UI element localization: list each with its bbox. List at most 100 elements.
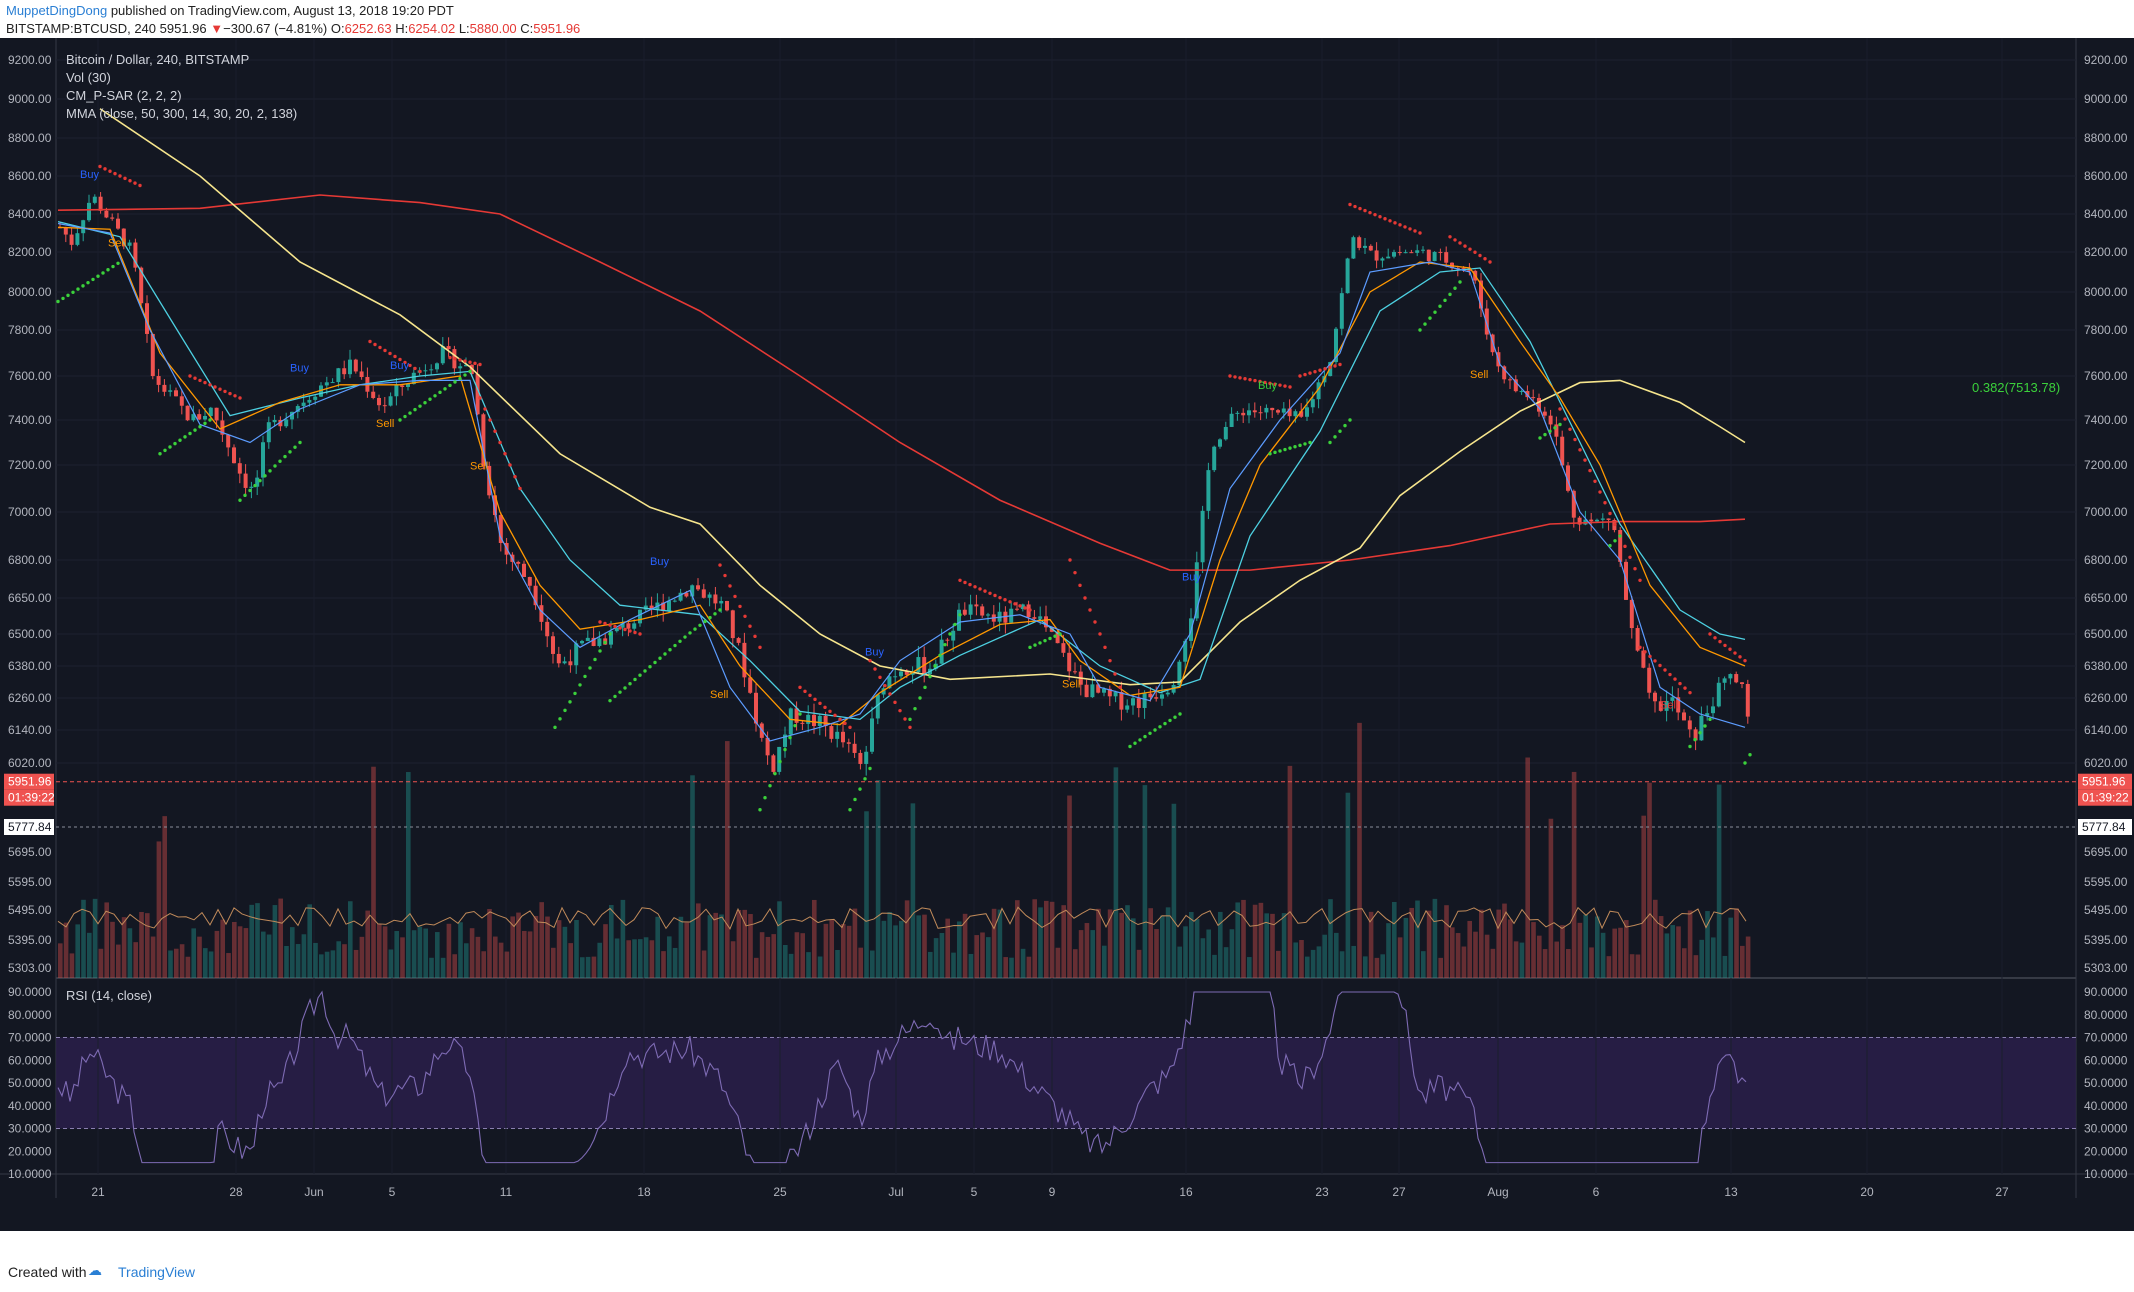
psar-dot [1038,641,1042,645]
candle-body [707,594,712,598]
chart-svg[interactable]: 9200.00 9200.00 9000.00 9000.00 8800.00 8800.… [0,38,2134,1231]
candle-body [174,390,178,397]
psar-dot [1288,385,1292,389]
rsi-axis-label-left: 50.0000 [8,1076,52,1090]
volume-bar [1049,901,1055,978]
candle-body [121,228,126,246]
psar-dot [658,656,662,660]
volume-bar [1386,923,1391,978]
psar-dot [1018,604,1022,608]
candle-body [1421,249,1425,251]
candle-body [1531,397,1536,399]
psar-dot [1263,380,1267,385]
psar-dot [238,396,242,400]
volume-bar [794,932,800,978]
psar-dot [1108,658,1112,663]
candle-body [1479,280,1483,309]
volume-bar [1664,933,1670,978]
volume-bar [1600,932,1606,978]
candle-body [1131,698,1135,706]
candle-body [116,218,120,229]
psar-dot [688,631,692,635]
psar-dot [1368,210,1372,215]
signal-label-buy: Buy [390,360,409,372]
volume-bar [481,951,486,978]
psar-dot [408,411,412,415]
psar-dot [618,626,622,630]
close-label: C: [520,21,534,36]
psar-dot [1663,668,1667,672]
volume-bar [185,956,191,978]
psar-dot [1283,447,1287,452]
rsi-axis-label-right: 80.0000 [2084,1008,2128,1022]
volume-bar [713,912,718,978]
candle-body [162,384,167,392]
candle-body [1067,652,1072,672]
volume-bar [1542,949,1548,978]
volume-bar [1705,911,1710,978]
author-link[interactable]: MuppetDingDong [6,3,108,18]
candle-body [313,396,318,400]
psar-dot [168,445,172,449]
psar-dot [643,669,647,673]
candle-body [591,637,596,647]
psar-dot [448,355,452,360]
tradingview-link[interactable]: TradingView [118,1264,196,1280]
psar-dot [178,438,182,442]
psar-dot [1718,639,1722,644]
psar-dot [653,660,657,665]
last-price: 5951.96 [159,21,207,36]
volume-bar [1531,922,1536,978]
volume-bar [1032,899,1037,978]
volume-bar [1270,913,1275,978]
volume-bar [446,923,452,978]
psar-dot [1743,658,1747,663]
volume-bar [707,915,713,978]
candle-body [1711,706,1715,714]
chart-canvas[interactable]: 9200.00 9200.00 9000.00 9000.00 8800.00 8800.… [0,38,2134,1231]
psar-dot [1593,479,1597,484]
volume-bar [1502,903,1507,978]
signal-label-buy: Buy [865,646,884,658]
candle-body [249,486,254,488]
current-price-tag-left: 5951.96 [8,775,52,789]
candle-body [104,210,109,218]
volume-bar [469,928,475,978]
volume-bar [568,943,573,978]
volume-bar [899,920,904,978]
psar-dot [198,378,202,383]
psar-dot [1258,379,1262,384]
volume-bar [1635,954,1641,978]
psar-dot [86,280,90,285]
psar-dot [763,796,767,800]
candle-body [690,585,695,597]
psar-dot [898,708,902,713]
candle-body [1682,712,1686,721]
psar-dot [903,717,907,721]
psar-dot [603,640,607,645]
candle-body [852,743,857,753]
volume-bar [1699,939,1704,978]
candle-body [817,715,822,727]
psar-dot [1173,715,1177,719]
volume-bar [1107,909,1113,978]
psar-dot [1743,761,1747,765]
psar-dot [1028,645,1032,650]
volume-bar [1508,919,1513,978]
volume-bar [922,914,927,978]
candle-body [342,368,347,375]
volume-bar [1160,915,1165,978]
psar-dot [663,652,667,656]
psar-dot [678,639,682,643]
psar-dot [668,648,672,652]
candle-body [81,220,86,234]
psar-dot [483,407,487,411]
volume-bar [620,899,626,978]
volume-bar [522,930,527,978]
psar-dot [248,488,252,493]
rsi-axis-label-right: 20.0000 [2084,1144,2128,1158]
price-axis-label-left: 7000.00 [8,505,52,519]
candle-body [307,399,312,403]
price-axis-label-left: 6140.00 [8,723,52,737]
volume-bar [440,957,446,978]
